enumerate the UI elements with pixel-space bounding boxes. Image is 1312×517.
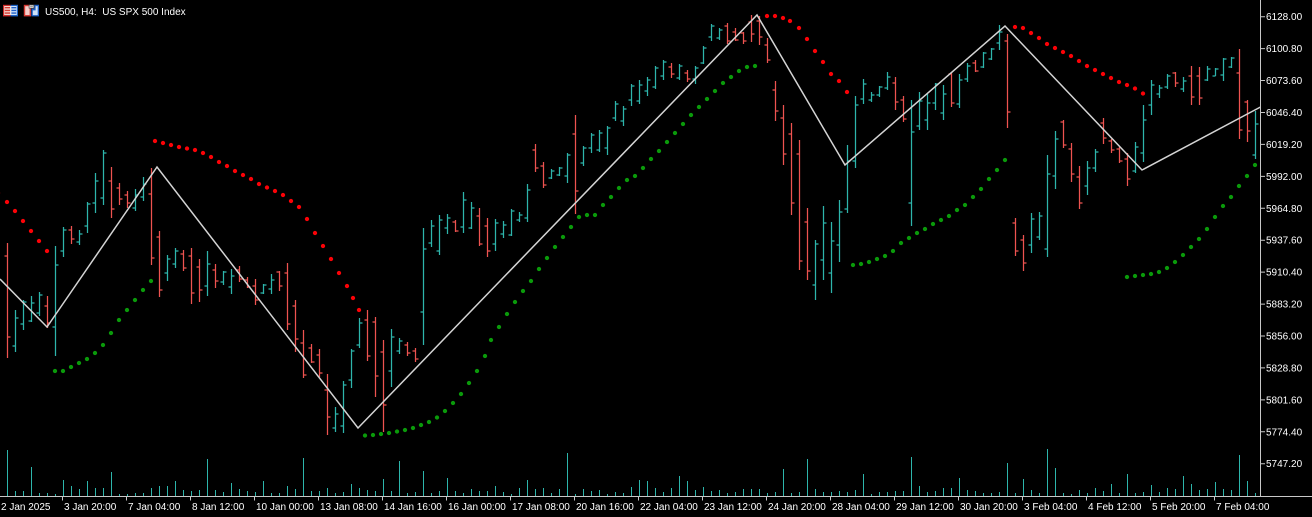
svg-text:13 Jan 08:00: 13 Jan 08:00: [320, 502, 378, 513]
svg-text:5 Feb 20:00: 5 Feb 20:00: [1152, 502, 1206, 513]
svg-text:5910.40: 5910.40: [1266, 268, 1303, 279]
svg-text:8 Jan 12:00: 8 Jan 12:00: [192, 502, 245, 513]
svg-text:4 Feb 12:00: 4 Feb 12:00: [1088, 502, 1142, 513]
svg-text:5801.60: 5801.60: [1266, 395, 1303, 406]
svg-text:5883.20: 5883.20: [1266, 300, 1303, 311]
svg-text:5747.20: 5747.20: [1266, 459, 1303, 470]
svg-text:6100.80: 6100.80: [1266, 44, 1303, 55]
svg-text:22 Jan 04:00: 22 Jan 04:00: [640, 502, 698, 513]
svg-text:7 Jan 04:00: 7 Jan 04:00: [128, 502, 181, 513]
svg-text:5774.40: 5774.40: [1266, 427, 1303, 438]
svg-text:30 Jan 20:00: 30 Jan 20:00: [960, 502, 1018, 513]
svg-text:5964.80: 5964.80: [1266, 204, 1303, 215]
svg-text:6046.40: 6046.40: [1266, 108, 1303, 119]
svg-text:17 Jan 08:00: 17 Jan 08:00: [512, 502, 570, 513]
svg-text:5856.00: 5856.00: [1266, 332, 1303, 343]
svg-text:2 Jan 2025: 2 Jan 2025: [1, 502, 51, 513]
svg-text:24 Jan 20:00: 24 Jan 20:00: [768, 502, 826, 513]
svg-text:29 Jan 12:00: 29 Jan 12:00: [896, 502, 954, 513]
svg-text:23 Jan 12:00: 23 Jan 12:00: [704, 502, 762, 513]
svg-text:10 Jan 00:00: 10 Jan 00:00: [256, 502, 314, 513]
svg-text:3 Jan 20:00: 3 Jan 20:00: [64, 502, 117, 513]
svg-text:US500, H4: US SPX 500 Index: US500, H4: US SPX 500 Index: [45, 7, 186, 18]
svg-text:5992.00: 5992.00: [1266, 172, 1303, 183]
svg-text:5828.80: 5828.80: [1266, 363, 1303, 374]
svg-text:6073.60: 6073.60: [1266, 76, 1303, 87]
svg-text:3 Feb 04:00: 3 Feb 04:00: [1024, 502, 1078, 513]
svg-text:14 Jan 16:00: 14 Jan 16:00: [384, 502, 442, 513]
svg-text:16 Jan 00:00: 16 Jan 00:00: [448, 502, 506, 513]
svg-text:6019.20: 6019.20: [1266, 140, 1303, 151]
svg-text:6128.00: 6128.00: [1266, 12, 1303, 23]
svg-text:20 Jan 16:00: 20 Jan 16:00: [576, 502, 634, 513]
svg-text:5937.60: 5937.60: [1266, 236, 1303, 247]
svg-text:7 Feb 04:00: 7 Feb 04:00: [1216, 502, 1270, 513]
svg-text:28 Jan 04:00: 28 Jan 04:00: [832, 502, 890, 513]
